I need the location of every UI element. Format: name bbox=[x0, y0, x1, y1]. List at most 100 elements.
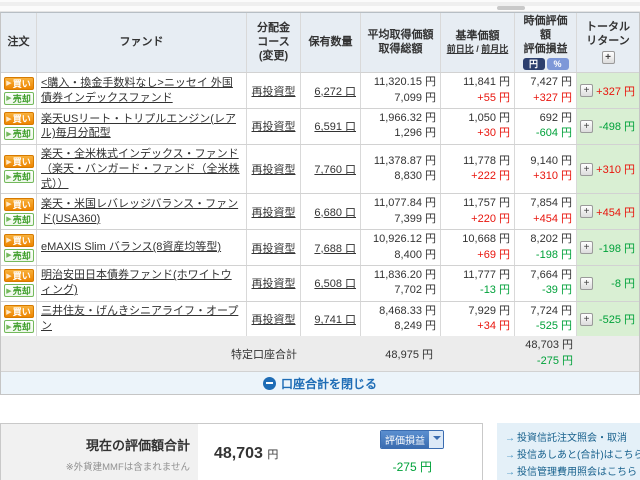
nav-change: +220 円 bbox=[471, 212, 510, 225]
total-return-value: +310 円 bbox=[596, 164, 635, 177]
sell-button[interactable]: ▶ 売却 bbox=[3, 170, 34, 184]
nav-cell: 11,777 円 -13 円 bbox=[441, 265, 515, 301]
header-market-value-title: 時価評価額 評価損益 bbox=[523, 15, 568, 55]
fund-name-link[interactable]: 楽天・米国レバレッジバランス・ファンド(USA360) bbox=[41, 197, 239, 225]
account-total-pl: -275 円 bbox=[536, 354, 573, 367]
distribution-course-link[interactable]: 再投資型 bbox=[251, 121, 296, 134]
buy-button[interactable]: ▶ 買い bbox=[3, 233, 34, 247]
quantity-link[interactable]: 9,741 口 bbox=[314, 314, 356, 327]
quantity-link[interactable]: 7,688 口 bbox=[314, 242, 356, 255]
buy-button[interactable]: ▶ 買い bbox=[3, 269, 34, 283]
expand-total-return-button[interactable]: + bbox=[601, 50, 615, 64]
pl-mode-dropdown[interactable]: 評価損益 bbox=[380, 430, 444, 450]
prev-day-link[interactable]: 前日比 bbox=[446, 44, 474, 55]
order-cell: ▶ 買い ▶ 売却 bbox=[1, 73, 37, 109]
quantity-link[interactable]: 7,760 口 bbox=[314, 164, 356, 177]
sell-arrow-icon: ▶ bbox=[6, 130, 12, 138]
valuation-pl: -604 円 bbox=[535, 127, 572, 140]
sell-arrow-icon: ▶ bbox=[6, 95, 12, 103]
sell-button[interactable]: ▶ 売却 bbox=[3, 284, 34, 298]
quantity-cell: 6,680 口 bbox=[301, 194, 361, 230]
summary-pl-value: -275 円 bbox=[392, 460, 432, 475]
buy-button[interactable]: ▶ 買い bbox=[3, 155, 34, 169]
sell-button[interactable]: ▶ 売却 bbox=[3, 91, 34, 105]
nav-change: +69 円 bbox=[477, 248, 510, 261]
total-return-value: -498 円 bbox=[598, 121, 635, 134]
avg-acquisition-price: 8,468.33 円 bbox=[379, 304, 436, 317]
fund-name-link[interactable]: 楽天USリート・トリプルエンジン(レアル)毎月分配型 bbox=[41, 112, 236, 140]
fund-rows: ▶ 買い ▶ 売却 <購入・換金手数料なし>ニッセイ 外国債券インデックスファンド … bbox=[1, 73, 639, 337]
buy-button[interactable]: ▶ 買い bbox=[3, 197, 34, 211]
distribution-course-link[interactable]: 再投資型 bbox=[251, 206, 296, 219]
quantity-link[interactable]: 6,680 口 bbox=[314, 206, 356, 219]
order-cell: ▶ 買い ▶ 売却 bbox=[1, 109, 37, 144]
course-cell: 再投資型 bbox=[247, 194, 301, 230]
buy-button[interactable]: ▶ 買い bbox=[3, 305, 34, 319]
distribution-course-link[interactable]: 再投資型 bbox=[251, 164, 296, 177]
total-return-value: -198 円 bbox=[598, 242, 635, 255]
percent-toggle-button[interactable]: % bbox=[546, 58, 569, 71]
total-return-expand-button[interactable]: + bbox=[580, 276, 593, 290]
course-cell: 再投資型 bbox=[247, 230, 301, 265]
fund-name-link[interactable]: <購入・換金手数料なし>ニッセイ 外国債券インデックスファンド bbox=[41, 76, 233, 104]
unit-toggle: 円 % bbox=[522, 58, 569, 71]
total-return-cell: + -498 円 bbox=[577, 109, 639, 144]
buy-arrow-icon: ▶ bbox=[6, 158, 12, 166]
buy-button[interactable]: ▶ 買い bbox=[3, 112, 34, 126]
account-total-row: 特定口座合計 48,975 円 48,703 円 -275 円 bbox=[1, 336, 639, 373]
acquisition-total: 1,296 円 bbox=[394, 127, 436, 140]
fund-links-box: → 投資信託注文照会・取消 → 投信あしあと(合計)はこちら → 投信管理費用照会はこ… bbox=[497, 423, 640, 480]
table-header-row: 注文 ファンド 分配金 コース (変更) 保有数量 平均取得価額 取得総額 基準… bbox=[1, 13, 639, 74]
market-value-cell: 9,140 円 +310 円 bbox=[515, 144, 577, 194]
prev-month-link[interactable]: 前月比 bbox=[481, 44, 509, 55]
scrollbar-thumb[interactable] bbox=[497, 6, 525, 10]
sell-button[interactable]: ▶ 売却 bbox=[3, 212, 34, 226]
course-cell: 再投資型 bbox=[247, 144, 301, 194]
distribution-course-link[interactable]: 再投資型 bbox=[251, 85, 296, 98]
fund-history-link[interactable]: → 投信あしあと(合計)はこちら bbox=[505, 450, 640, 462]
quantity-link[interactable]: 6,272 口 bbox=[314, 85, 356, 98]
total-return-expand-button[interactable]: + bbox=[580, 205, 593, 219]
total-return-expand-button[interactable]: + bbox=[580, 241, 593, 255]
avg-price-cell: 10,926.12 円 8,400 円 bbox=[361, 230, 441, 265]
total-return-expand-button[interactable]: + bbox=[580, 312, 593, 326]
total-return-expand-button[interactable]: + bbox=[580, 84, 593, 98]
buy-arrow-icon: ▶ bbox=[6, 308, 12, 316]
order-inquiry-link[interactable]: → 投資信託注文照会・取消 bbox=[505, 433, 627, 445]
header-market-value: 時価評価額 評価損益 円 % bbox=[515, 13, 577, 73]
quantity-link[interactable]: 6,591 口 bbox=[314, 121, 356, 134]
sell-arrow-icon: ▶ bbox=[6, 323, 12, 331]
buy-arrow-icon: ▶ bbox=[6, 237, 12, 245]
management-fee-link[interactable]: → 投信管理費用照会はこちら bbox=[505, 467, 637, 479]
quantity-cell: 6,272 口 bbox=[301, 73, 361, 109]
order-cell: ▶ 買い ▶ 売却 bbox=[1, 301, 37, 337]
market-value: 7,854 円 bbox=[530, 197, 572, 210]
fund-name-link[interactable]: 明治安田日本債券ファンド(ホワイトウィング) bbox=[41, 269, 232, 297]
close-account-total-link[interactable]: 口座合計を閉じる bbox=[1, 372, 639, 395]
valuation-pl: +454 円 bbox=[533, 212, 572, 225]
distribution-course-link[interactable]: 再投資型 bbox=[251, 242, 296, 255]
distribution-course-link[interactable]: 再投資型 bbox=[251, 314, 296, 327]
mmf-note: ※外貨建MMFは含まれません bbox=[65, 461, 190, 473]
quantity-link[interactable]: 6,508 口 bbox=[314, 278, 356, 291]
fund-name-link[interactable]: 三井住友・げんきシニアライフ・オープン bbox=[41, 305, 239, 333]
fund-name-link[interactable]: eMAXIS Slim バランス(8資産均等型) bbox=[41, 241, 222, 254]
header-total-return-title: トータル リターン bbox=[586, 21, 630, 48]
nav-cell: 1,050 円 +30 円 bbox=[441, 109, 515, 144]
avg-price-cell: 11,836.20 円 7,702 円 bbox=[361, 265, 441, 301]
total-return-expand-button[interactable]: + bbox=[580, 162, 593, 176]
valuation-summary-box: 現在の評価額合計 ※外貨建MMFは含まれません 48,703 円 評価損益 -2… bbox=[0, 423, 483, 480]
sell-button[interactable]: ▶ 売却 bbox=[3, 127, 34, 141]
sell-button[interactable]: ▶ 売却 bbox=[3, 248, 34, 262]
sell-button[interactable]: ▶ 売却 bbox=[3, 320, 34, 334]
distribution-course-link[interactable]: 再投資型 bbox=[251, 278, 296, 291]
nav-value: 11,778 円 bbox=[463, 154, 510, 167]
buy-button[interactable]: ▶ 買い bbox=[3, 76, 34, 90]
market-value: 9,140 円 bbox=[530, 154, 572, 167]
scrollbar-track[interactable] bbox=[0, 2, 640, 6]
yen-toggle-button[interactable]: 円 bbox=[522, 58, 545, 71]
fund-name-link[interactable]: 楽天・全米株式インデックス・ファンド（楽天・バンガード・ファンド（全米株式）） bbox=[41, 147, 240, 190]
fund-cell: <購入・換金手数料なし>ニッセイ 外国債券インデックスファンド bbox=[37, 73, 247, 109]
total-return-expand-button[interactable]: + bbox=[580, 119, 593, 133]
dropdown-arrow-icon bbox=[429, 431, 443, 449]
